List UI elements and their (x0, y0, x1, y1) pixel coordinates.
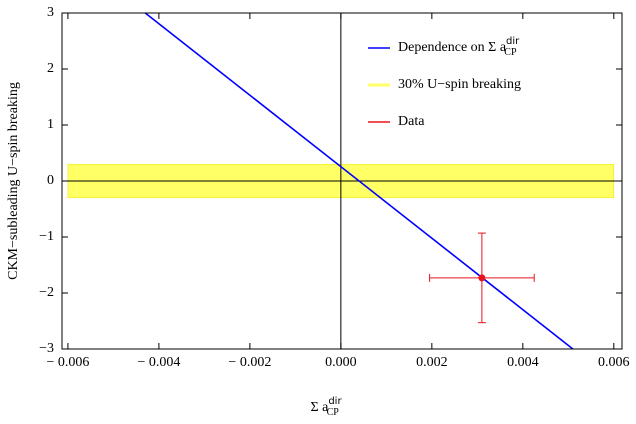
y-tick-label: 3 (47, 5, 54, 20)
legend-label: 30% U−spin breaking (398, 77, 521, 92)
x-tick-label: 0.006 (598, 355, 630, 370)
x-axis-label: Σ adir CP (310, 396, 342, 418)
y-tick-label: 1 (47, 117, 54, 132)
y-tick-label: −1 (39, 229, 54, 244)
label-sup: dir (506, 36, 520, 47)
plot-frame (61, 12, 623, 350)
x-tick-label: − 0.006 (46, 355, 89, 370)
legend-label: Dependence on Σ adir CP (398, 36, 520, 58)
y-tick-label: 2 (47, 61, 54, 76)
label-sup: dir (328, 396, 342, 407)
data-point (478, 274, 486, 282)
label-sub: CP (327, 407, 340, 418)
y-tick-label: −3 (39, 341, 54, 356)
x-tick-label: 0.002 (416, 355, 448, 370)
x-tick-label: 0.004 (507, 355, 539, 370)
x-tick-label: 0.000 (325, 355, 357, 370)
y-axis-label: CKM−subleading U−spin breaking (6, 82, 21, 280)
x-tick-label: − 0.004 (137, 355, 180, 370)
legend-label: Data (398, 114, 425, 129)
y-tick-label: −2 (39, 285, 54, 300)
label-base: Σ a (310, 400, 329, 415)
x-tick-label: − 0.002 (228, 355, 271, 370)
y-tick-label: 0 (47, 173, 54, 188)
line (144, 13, 574, 349)
label-sub: CP (504, 47, 517, 58)
label-base: Dependence on Σ a (398, 40, 507, 55)
